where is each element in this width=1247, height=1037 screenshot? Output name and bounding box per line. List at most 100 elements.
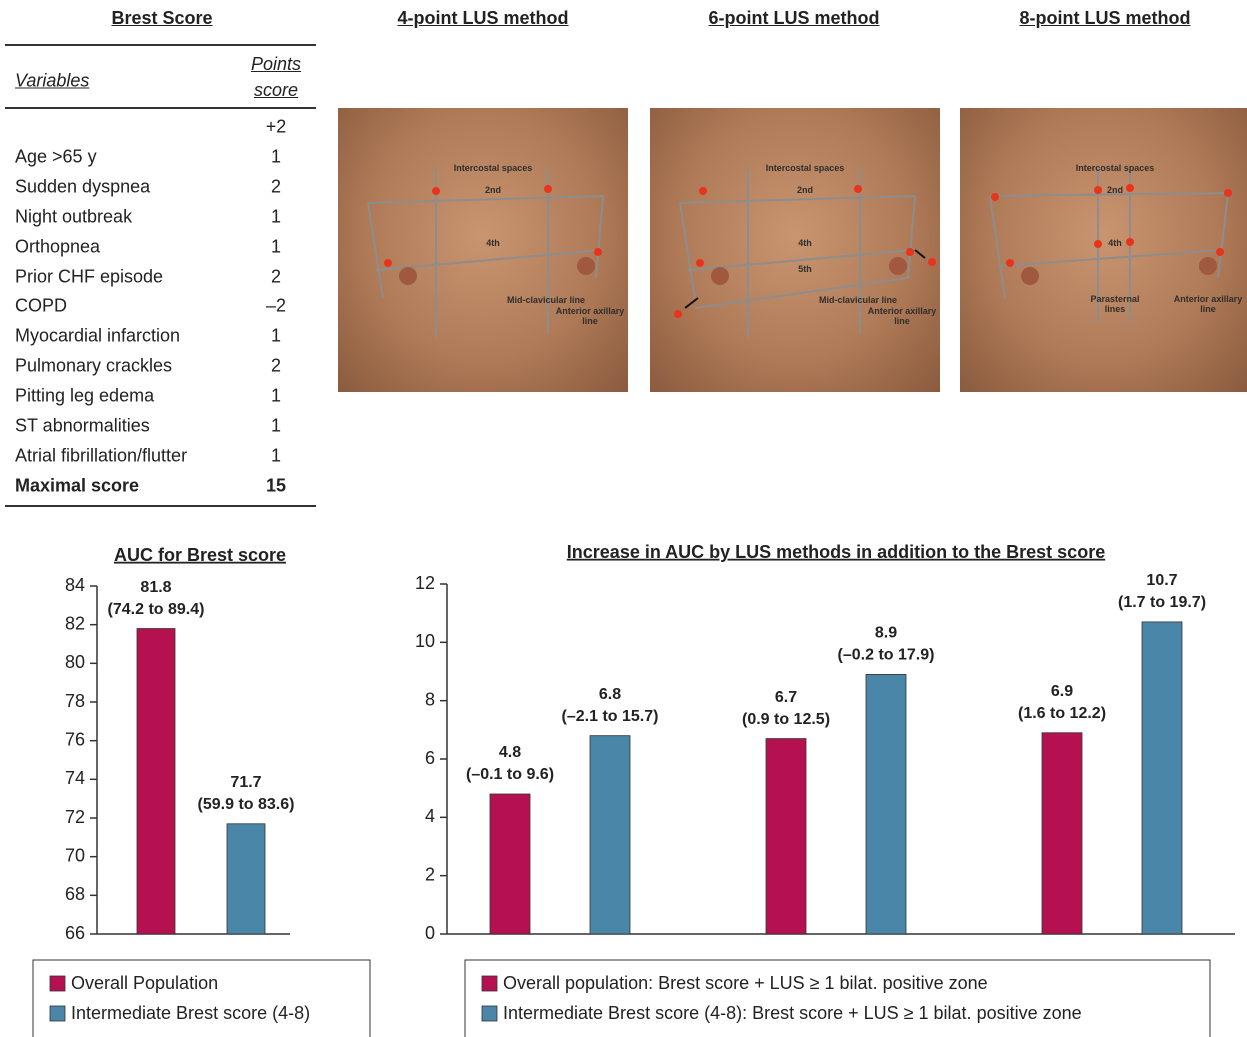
- legend-label: Overall Population: [71, 973, 218, 993]
- ci-label: (1.6 to 12.2): [1018, 705, 1106, 722]
- table-cell: 1: [271, 326, 281, 347]
- photo-label: 4th: [486, 238, 500, 248]
- legend-swatch: [50, 1006, 65, 1021]
- y-tick-label: 80: [65, 652, 85, 672]
- table-rule: [5, 44, 316, 46]
- legend-swatch: [482, 1006, 497, 1021]
- legend-label: Overall population: Brest score + LUS ≥ …: [503, 973, 988, 993]
- value-label: 6.9: [1051, 683, 1073, 700]
- photo-label: Mid-clavicular line: [819, 295, 897, 305]
- table-cell: Night outbreak: [15, 206, 132, 227]
- photo-label: Parasternal lines: [1090, 294, 1140, 314]
- legend-label: Intermediate Brest score (4-8): Brest sc…: [503, 1003, 1082, 1023]
- value-label: 6.8: [599, 686, 621, 703]
- photo-label: Mid-clavicular line: [507, 295, 585, 305]
- bar: [766, 739, 806, 934]
- bar: [1142, 622, 1182, 934]
- ci-label: (74.2 to 89.4): [108, 601, 205, 618]
- image-title: 4-point LUS method: [398, 8, 569, 29]
- table-cell: 1: [271, 236, 281, 257]
- y-tick-label: 82: [65, 613, 85, 633]
- table-cell: –2: [266, 296, 286, 317]
- table-cell: 1: [271, 386, 281, 407]
- y-tick-label: 0: [425, 923, 435, 943]
- ci-label: (–0.1 to 9.6): [466, 766, 554, 783]
- table-cell: COPD: [15, 296, 67, 317]
- table-title: Brest Score: [111, 8, 212, 29]
- photo: Intercostal spaces 2nd 4th 5th Mid-clavi…: [650, 108, 940, 392]
- table-cell: 15: [266, 475, 286, 496]
- ci-label: (0.9 to 12.5): [742, 711, 830, 728]
- photo-label: 2nd: [1107, 185, 1123, 195]
- figure: AUC for Brest score666870727476788082848…: [0, 0, 1247, 1037]
- legend-box: [33, 960, 370, 1037]
- table-cell: Sudden dyspnea: [15, 176, 150, 197]
- table-cell: Atrial fibrillation/flutter: [15, 445, 187, 466]
- photo-overlay: [338, 108, 628, 392]
- photo-label: 2nd: [797, 185, 813, 195]
- legend-swatch: [50, 976, 65, 991]
- photo-overlay: [960, 108, 1247, 392]
- table-cell: 2: [271, 176, 281, 197]
- photo-label: Anterior axillary line: [1168, 294, 1247, 314]
- y-tick-label: 2: [425, 864, 435, 884]
- table-rule: [5, 107, 316, 109]
- table-cell: Age >65 y: [15, 146, 97, 167]
- bar: [490, 794, 530, 934]
- ci-label: (1.7 to 19.7): [1118, 594, 1206, 611]
- photo-label: Intercostal spaces: [766, 163, 845, 173]
- photo-label: Intercostal spaces: [1076, 163, 1155, 173]
- y-tick-label: 74: [65, 768, 85, 788]
- y-tick-label: 6: [425, 748, 435, 768]
- legend-label: Intermediate Brest score (4-8): [71, 1003, 310, 1023]
- bar: [137, 629, 175, 934]
- ci-label: (–0.2 to 17.9): [838, 647, 935, 664]
- table-cell: 2: [271, 356, 281, 377]
- table-cell: 1: [271, 445, 281, 466]
- table-cell: Maximal score: [15, 475, 139, 496]
- table-rule: [5, 505, 316, 507]
- y-tick-label: 66: [65, 923, 85, 943]
- ci-label: (–2.1 to 15.7): [562, 708, 659, 725]
- chart-title: AUC for Brest score: [114, 545, 286, 565]
- y-tick-label: 84: [65, 575, 85, 595]
- image-title: 6-point LUS method: [709, 8, 880, 29]
- image-title: 8-point LUS method: [1020, 8, 1191, 29]
- table-cell: ST abnormalities: [15, 416, 150, 437]
- bar: [866, 674, 906, 934]
- photo: Intercostal spaces 2nd 4th Parasternal l…: [960, 108, 1247, 392]
- chart-title: Increase in AUC by LUS methods in additi…: [567, 542, 1105, 562]
- y-tick-label: 4: [425, 806, 435, 826]
- legend-swatch: [482, 976, 497, 991]
- table-cell: Prior CHF episode: [15, 266, 163, 287]
- value-label: 71.7: [230, 774, 261, 791]
- table-cell: +2: [266, 117, 287, 138]
- table-header: Variables: [15, 71, 89, 92]
- table-cell: Myocardial infarction: [15, 326, 180, 347]
- y-tick-label: 10: [415, 631, 435, 651]
- value-label: 8.9: [875, 625, 897, 642]
- table-cell: 2: [271, 266, 281, 287]
- table-cell: 1: [271, 206, 281, 227]
- y-tick-label: 70: [65, 845, 85, 865]
- value-label: 81.8: [140, 579, 171, 596]
- bar: [1042, 733, 1082, 934]
- photo-label: 2nd: [485, 185, 501, 195]
- legend-box: [465, 960, 1210, 1037]
- y-tick-label: 12: [415, 573, 435, 593]
- value-label: 4.8: [499, 744, 521, 761]
- table-cell: Pitting leg edema: [15, 386, 154, 407]
- table-cell: 1: [271, 146, 281, 167]
- y-tick-label: 76: [65, 729, 85, 749]
- y-tick-label: 8: [425, 689, 435, 709]
- ci-label: (59.9 to 83.6): [198, 796, 295, 813]
- photo: Intercostal spaces 2nd 4th Mid-clavicula…: [338, 108, 628, 392]
- table-cell: 1: [271, 416, 281, 437]
- photo-label: Intercostal spaces: [454, 163, 533, 173]
- value-label: 10.7: [1146, 572, 1177, 589]
- table-cell: Pulmonary crackles: [15, 356, 172, 377]
- table-header: Points score: [246, 51, 306, 103]
- value-label: 6.7: [775, 689, 797, 706]
- photo-label: 5th: [798, 264, 812, 274]
- photo-label: 4th: [1108, 238, 1122, 248]
